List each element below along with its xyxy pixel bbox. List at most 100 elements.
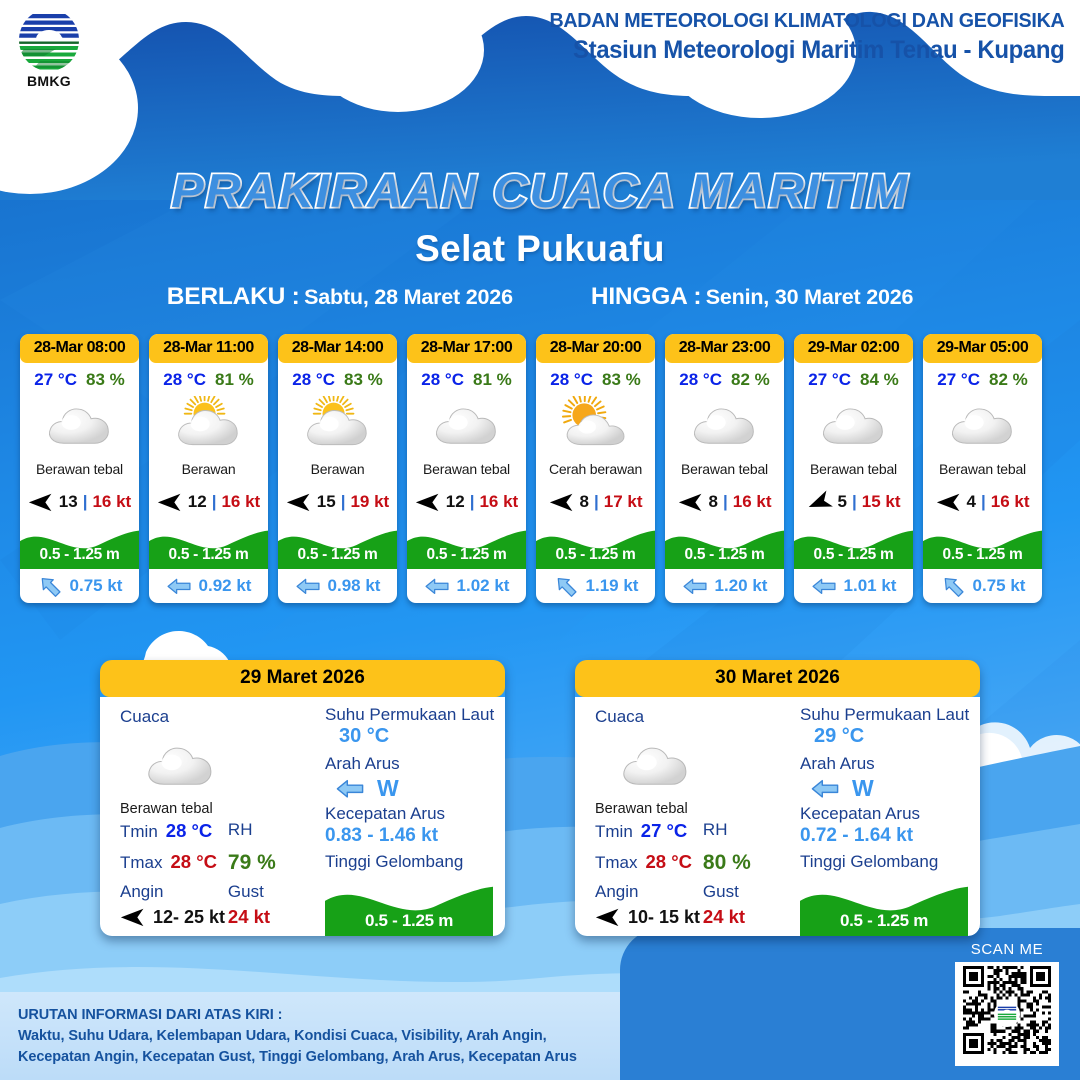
card-wind-direction — [28, 492, 54, 512]
card-humidity: 83 % — [343, 370, 383, 389]
cloud-icon — [623, 747, 687, 785]
hourly-forecast-card: 29-Mar 05:00 27 °C 82 % Berawan tebal 4 … — [923, 334, 1042, 603]
card-weather-icon — [923, 393, 1042, 455]
wave-height-graphic — [20, 530, 139, 569]
cloud-icon — [693, 408, 754, 444]
wave-height-graphic — [536, 530, 655, 569]
daily-tmax-row: Tmax 28 °C — [595, 851, 703, 882]
card-wind-speed: 16 kt — [92, 492, 132, 511]
card-wave-block: 0.5 - 1.25 m — [665, 521, 784, 569]
card-wave-block: 0.5 - 1.25 m — [536, 521, 655, 569]
validity-row: BERLAKU : Sabtu, 28 Maret 2026 HINGGA : … — [0, 283, 1080, 311]
card-wind-row: 4 | 16 kt — [923, 481, 1042, 521]
card-current-row: 0.75 kt — [20, 569, 139, 603]
current-arrow-southwest-icon — [944, 577, 964, 597]
daily-current-dir-row: W — [335, 775, 500, 802]
daily-rh-column: RH 80 % Gust 24 kt — [703, 820, 780, 932]
legend-title: URUTAN INFORMASI DARI ATAS KIRI : — [18, 1006, 283, 1023]
cloud-icon — [148, 747, 212, 785]
card-time-header: 28-Mar 14:00 — [278, 334, 397, 363]
daily-forecast-panel: 29 Maret 2026 Cuaca Berawan tebal Tmin 2… — [100, 660, 505, 936]
wind-arrow-west-icon — [595, 908, 619, 926]
daily-metrics-grid: Tmin 27 °C Tmax 28 °C Angin 10- 15 kt — [595, 820, 780, 932]
card-temp-humidity: 28 °C 81 % — [149, 363, 268, 392]
daily-current-dir-value: W — [852, 775, 874, 801]
daily-sst-label: Suhu Permukaan Laut — [800, 705, 970, 724]
card-temp-humidity: 28 °C 81 % — [407, 363, 526, 392]
daily-tmax-row: Tmax 28 °C — [120, 851, 228, 882]
hourly-forecast-card: 28-Mar 17:00 28 °C 81 % Berawan tebal 12… — [407, 334, 526, 603]
card-current-speed: 0.75 kt — [69, 576, 123, 595]
wave-height-graphic — [407, 530, 526, 569]
card-wind-direction — [807, 490, 833, 512]
card-wave-height: 0.5 - 1.25 m — [813, 546, 894, 563]
card-wave-block: 0.5 - 1.25 m — [149, 521, 268, 569]
card-weather-desc: Berawan — [310, 461, 365, 477]
card-humidity: 83 % — [85, 370, 125, 389]
card-wave-height: 0.5 - 1.25 m — [555, 546, 636, 563]
card-separator: | — [469, 492, 475, 511]
card-visibility: 15 — [316, 492, 336, 511]
card-temp-humidity: 27 °C 82 % — [923, 363, 1042, 392]
legend-block: URUTAN INFORMASI DARI ATAS KIRI : Waktu,… — [18, 1005, 577, 1068]
card-wave-block: 0.5 - 1.25 m — [407, 521, 526, 569]
daily-metrics-grid: Tmin 28 °C Tmax 28 °C Angin 12- 25 kt — [120, 820, 305, 932]
card-visibility: 12 — [445, 492, 465, 511]
card-wave-block: 0.5 - 1.25 m — [20, 521, 139, 569]
card-visibility: 8 — [579, 492, 589, 511]
card-temperature: 28 °C — [679, 370, 722, 389]
daily-rh-value: 80 % — [702, 851, 751, 874]
card-visibility: 4 — [966, 492, 976, 511]
card-time-header: 28-Mar 23:00 — [665, 334, 784, 363]
current-arrow-west-icon — [811, 578, 836, 594]
card-wind-row: 12 | 16 kt — [407, 481, 526, 521]
card-current-row: 0.92 kt — [149, 569, 268, 603]
current-arrow-southwest-icon — [41, 577, 61, 597]
card-time-header: 28-Mar 20:00 — [536, 334, 655, 363]
daily-current-speed-value: 0.72 - 1.64 kt — [800, 825, 914, 846]
card-temperature: 28 °C — [550, 370, 593, 389]
card-temp-humidity: 28 °C 83 % — [278, 363, 397, 392]
card-weather-icon — [278, 393, 397, 455]
card-weather-desc: Berawan tebal — [681, 461, 768, 477]
daily-sst-value: 30 °C — [339, 725, 390, 747]
daily-weather-desc: Berawan tebal — [120, 801, 213, 817]
card-current-row: 0.98 kt — [278, 569, 397, 603]
wind-arrow-west-icon — [286, 493, 310, 511]
card-wind-direction — [286, 492, 312, 512]
page-title: PRAKIRAAN CUACA MARITIM — [169, 162, 909, 219]
card-time-header: 28-Mar 11:00 — [149, 334, 268, 363]
wave-height-graphic — [149, 530, 268, 569]
card-humidity: 81 % — [472, 370, 512, 389]
page-subtitle: Selat Pukuafu — [415, 228, 665, 269]
daily-cuaca-label: Cuaca — [595, 707, 645, 726]
card-weather-desc: Berawan tebal — [423, 461, 510, 477]
wave-height-graphic — [325, 886, 493, 936]
card-separator: | — [722, 492, 728, 511]
current-arrow-west-icon — [424, 578, 449, 594]
daily-wave-block: 0.5 - 1.25 m — [800, 874, 968, 936]
daily-wave-height: 0.5 - 1.25 m — [364, 911, 454, 930]
card-current-row: 0.75 kt — [923, 569, 1042, 603]
daily-rh-column: RH 79 % Gust 24 kt — [228, 820, 305, 932]
card-humidity: 83 % — [601, 370, 641, 389]
card-wave-height: 0.5 - 1.25 m — [168, 546, 249, 563]
daily-wind-row: 12- 25 kt — [120, 902, 228, 932]
daily-wind-value: 10- 15 kt — [628, 906, 701, 927]
current-arrow-west-icon — [336, 779, 364, 798]
daily-tmin-value: 28 °C — [165, 820, 213, 841]
daily-tmin-row: Tmin 28 °C — [120, 820, 228, 851]
card-current-row: 1.01 kt — [794, 569, 913, 603]
qr-code[interactable] — [955, 962, 1059, 1066]
daily-cuaca-label: Cuaca — [120, 707, 170, 726]
card-humidity: 81 % — [214, 370, 254, 389]
sun-behind-cloud-icon — [561, 396, 624, 446]
scan-block: SCAN ME — [955, 941, 1059, 1066]
daily-date-header: 29 Maret 2026 — [100, 660, 505, 697]
card-visibility: 5 — [837, 492, 847, 511]
card-wind-row: 15 | 19 kt — [278, 481, 397, 521]
card-visibility: 12 — [187, 492, 207, 511]
card-weather-desc: Berawan tebal — [36, 461, 123, 477]
daily-tmin-row: Tmin 27 °C — [595, 820, 703, 851]
card-wind-direction — [678, 492, 704, 512]
